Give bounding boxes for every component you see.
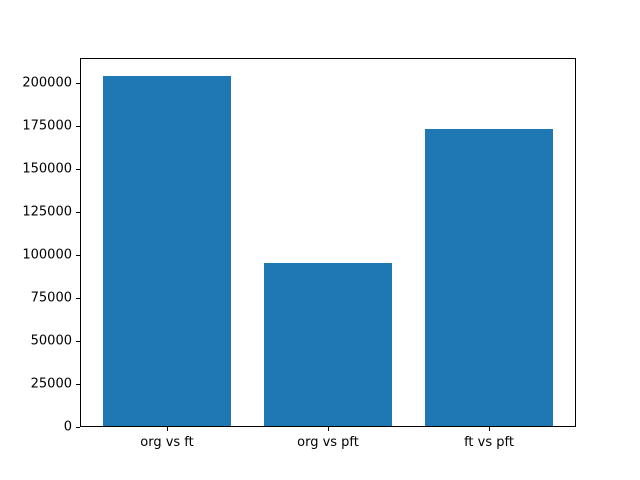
- y-tick-label: 175000: [22, 118, 72, 133]
- x-tick-mark: [489, 427, 490, 431]
- y-tick-label: 0: [63, 419, 72, 435]
- y-tick-label: 75000: [30, 290, 72, 306]
- y-tick-mark: [76, 211, 80, 213]
- y-tick-mark: [76, 383, 80, 385]
- y-tick-label: 125000: [22, 204, 72, 220]
- x-tick-mark: [328, 427, 329, 431]
- bar-org-vs-ft: [102, 75, 232, 427]
- y-tick-label: 200000: [22, 75, 72, 90]
- y-tick-mark: [76, 168, 80, 170]
- y-tick-mark: [76, 125, 80, 127]
- bar-org-vs-pft: [263, 262, 393, 427]
- y-tick-label: 150000: [22, 161, 72, 177]
- y-tick-mark: [76, 340, 80, 342]
- y-tick-mark: [76, 427, 80, 428]
- x-tick-label: org vs pft: [297, 435, 359, 450]
- bar-ft-vs-pft: [424, 129, 554, 427]
- x-tick-label: org vs ft: [140, 435, 194, 450]
- x-tick-mark: [167, 427, 168, 431]
- y-tick-label: 25000: [30, 376, 72, 392]
- x-tick-label: ft vs pft: [464, 435, 514, 450]
- y-tick-label: 50000: [30, 333, 72, 349]
- y-tick-mark: [76, 297, 80, 299]
- y-tick-mark: [76, 82, 80, 84]
- y-tick-mark: [76, 254, 80, 256]
- y-tick-label: 100000: [22, 247, 72, 263]
